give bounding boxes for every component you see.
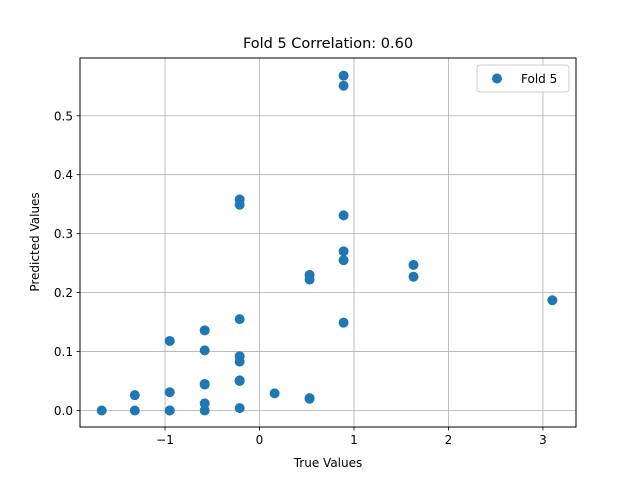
data-point bbox=[199, 405, 210, 416]
y-tick-label: 0.1 bbox=[54, 345, 73, 359]
x-tick-label: 2 bbox=[445, 433, 453, 447]
data-point bbox=[338, 317, 349, 328]
x-tick-label: 0 bbox=[256, 433, 264, 447]
y-tick-label: 0.2 bbox=[54, 286, 73, 300]
data-point bbox=[164, 405, 175, 416]
data-point bbox=[164, 335, 175, 346]
legend-marker bbox=[492, 73, 502, 84]
y-tick-label: 0.4 bbox=[54, 168, 73, 182]
data-point bbox=[408, 271, 419, 282]
plot-frame bbox=[79, 57, 577, 428]
data-point bbox=[338, 210, 349, 221]
grid bbox=[80, 58, 576, 427]
legend-frame bbox=[476, 64, 570, 93]
data-point bbox=[338, 80, 349, 91]
data-point bbox=[234, 356, 245, 367]
data-point bbox=[234, 314, 245, 325]
x-tick-label: 1 bbox=[350, 433, 358, 447]
legend-label: Fold 5 bbox=[521, 72, 557, 86]
data-point bbox=[234, 199, 245, 210]
legend: Fold 5 bbox=[476, 64, 570, 93]
data-point bbox=[234, 403, 245, 414]
data-point bbox=[304, 393, 315, 404]
data-point bbox=[547, 295, 558, 306]
data-point bbox=[96, 405, 107, 416]
data-point bbox=[234, 376, 245, 387]
data-point bbox=[129, 390, 140, 401]
axis-ticks: −1 0 1 2 3 0.0 0.1 0.2 0.3 0.4 0.5 bbox=[54, 109, 547, 447]
data-point bbox=[129, 405, 140, 416]
chart-title: Fold 5 Correlation: 0.60 bbox=[243, 36, 413, 52]
data-point bbox=[338, 255, 349, 266]
data-point bbox=[164, 387, 175, 398]
x-tick-label: −1 bbox=[156, 433, 174, 447]
data-point bbox=[338, 246, 349, 257]
x-tick-label: 3 bbox=[539, 433, 547, 447]
y-tick-label: 0.5 bbox=[54, 109, 73, 123]
data-point bbox=[338, 70, 349, 81]
data-point bbox=[269, 388, 280, 399]
y-axis-label: Predicted Values bbox=[28, 192, 42, 291]
data-point bbox=[408, 259, 419, 270]
data-point bbox=[304, 274, 315, 285]
y-tick-label: 0.3 bbox=[54, 227, 73, 241]
x-axis-label: True Values bbox=[293, 456, 363, 470]
data-points bbox=[96, 70, 558, 416]
data-point bbox=[199, 325, 210, 336]
data-point bbox=[199, 379, 210, 390]
data-point bbox=[199, 398, 210, 409]
y-tick-label: 0.0 bbox=[54, 404, 73, 418]
data-point bbox=[199, 345, 210, 356]
